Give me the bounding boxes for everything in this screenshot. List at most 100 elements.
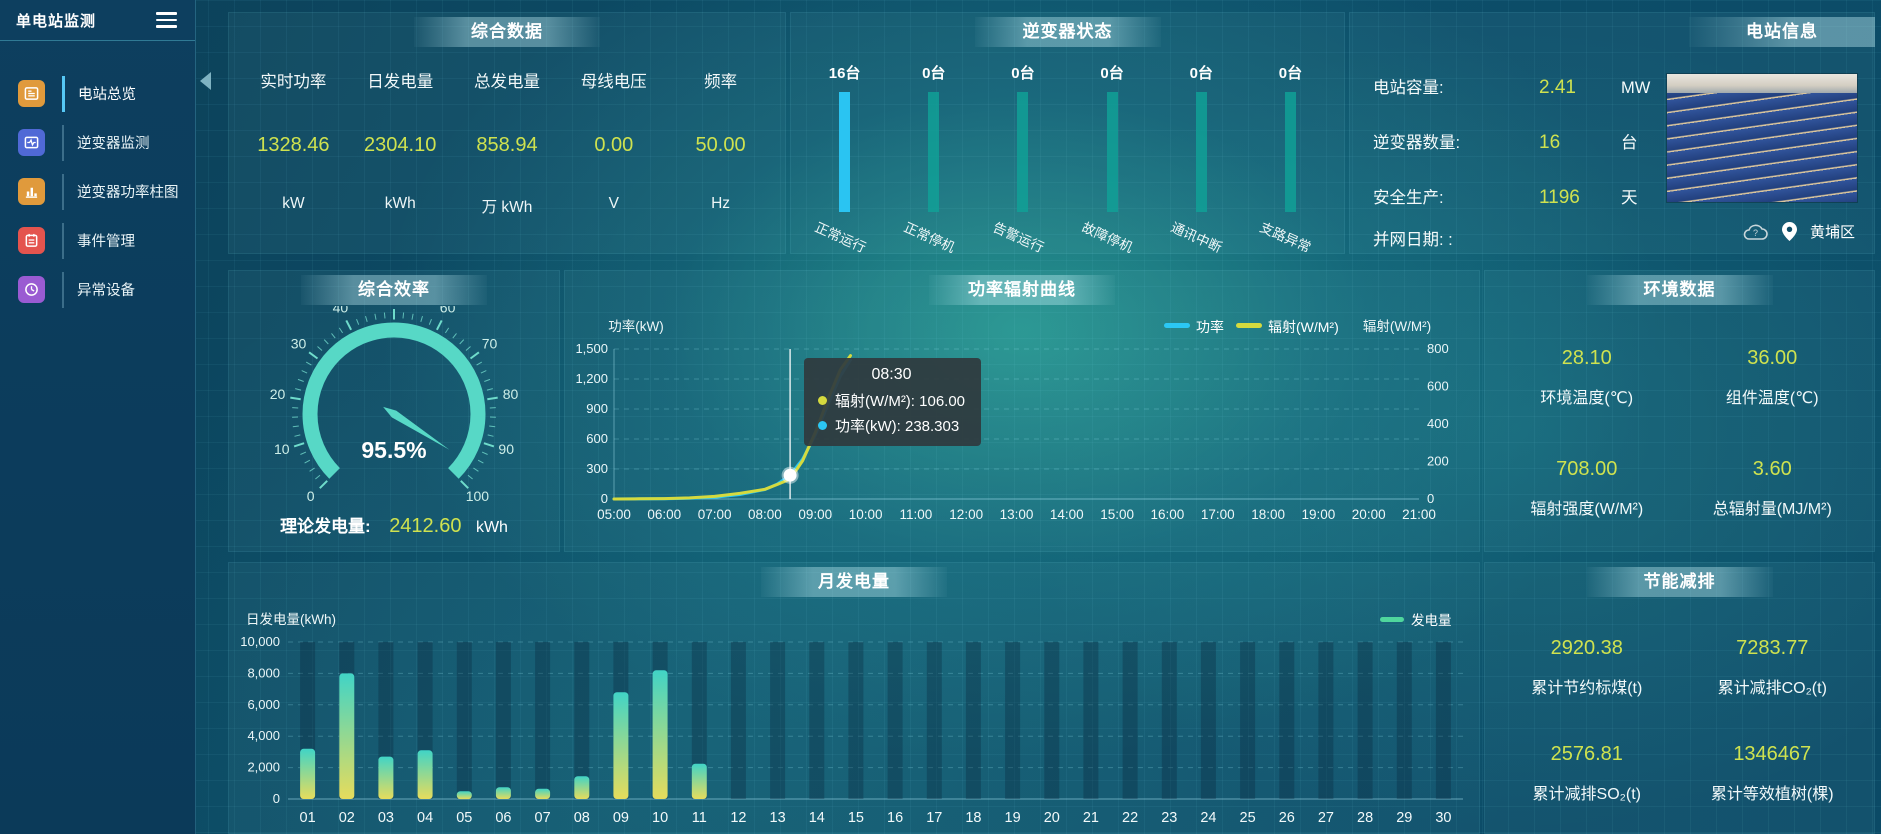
- sidebar-header: 单电站监测: [0, 0, 195, 41]
- inverter-status-item: 0台 故障停机: [1068, 52, 1157, 255]
- inverter-state-label: 告警运行: [990, 219, 1046, 256]
- environment-grid: 28.10 环境温度(℃) 36.00 组件温度(℃) 708.00 辐射强度(W/M²)…: [1494, 322, 1865, 544]
- sidebar-item-3[interactable]: 逆变器功率柱图: [0, 167, 195, 216]
- svg-text:09: 09: [613, 810, 629, 826]
- inverter-count: 0台: [922, 65, 946, 82]
- inverter-bar: [839, 92, 851, 212]
- panel-station-info-title: 电站信息: [1689, 17, 1875, 47]
- saving-cell-label: 累计减排SO₂(t): [1532, 785, 1641, 803]
- saving-cell-value: 1346467: [1733, 742, 1812, 765]
- sidebar-item-label: 电站总览: [78, 87, 136, 103]
- svg-text:08:00: 08:00: [748, 507, 782, 522]
- inverter-status-bars: 16台 正常运行 0台 正常停机 0台 告警运行 0台 故障停机 0台 通讯中断 0台 支路异常: [800, 52, 1335, 255]
- theory-generation-unit: kWh: [475, 519, 508, 536]
- sidebar-item-4[interactable]: 事件管理: [0, 216, 195, 265]
- station-info-label: 并网日期: :: [1373, 231, 1453, 249]
- svg-text:1,200: 1,200: [575, 371, 608, 386]
- saving-cell-label: 累计等效植树(棵): [1710, 785, 1834, 803]
- legend[interactable]: 功率 辐射(W/M²): [1164, 319, 1339, 335]
- panel-energy-saving: 节能减排 2920.38 累计节约标煤(t) 7283.77 累计减排CO₂(t) 25…: [1484, 562, 1875, 834]
- svg-text:12: 12: [730, 810, 746, 826]
- inverter-status-item: 0台 通讯中断: [1157, 52, 1246, 255]
- sidebar-item-divider: [62, 124, 64, 161]
- sidebar-item-label: 逆变器监测: [77, 136, 150, 152]
- svg-text:8,000: 8,000: [247, 665, 280, 680]
- inverter-status-item: 0台 正常停机: [889, 52, 978, 255]
- tooltip-series-dot: [818, 421, 827, 430]
- sidebar-item-5[interactable]: 异常设备: [0, 265, 195, 314]
- monthly-generation-bar-chart[interactable]: 0 2,000 4,000 6,000 8,000 10,000 日发电量(kWh) 01 02…: [228, 562, 1480, 834]
- power-radiation-line-chart[interactable]: 0 300 600 900 1,200 1,500 0 200 400 600 800 功率(kW) 辐…: [564, 270, 1480, 552]
- stat-value: 858.94: [476, 134, 538, 156]
- environment-cell-label: 总辐射量(MJ/M²): [1712, 501, 1832, 518]
- panel-station-info: 电站信息 电站容量: 2.41 MW 逆变器数量: 16 台安全生产: 1196 天并网日期:…: [1349, 12, 1875, 254]
- saving-cell-value: 7283.77: [1736, 636, 1809, 659]
- environment-cell: 3.60 总辐射量(MJ/M²): [1680, 433, 1866, 544]
- stat-label: 日发电量: [367, 73, 434, 91]
- panel-power-radiation-chart: 功率辐射曲线 0 300 600 900 1,200 1,500 0 200 400 600 800…: [564, 270, 1480, 552]
- svg-text:1,500: 1,500: [575, 341, 608, 356]
- svg-text:400: 400: [1427, 416, 1449, 431]
- panel-summary: 综合数据 实时功率 1328.46 kW 日发电量 2304.10 kWh 总发电量 858.…: [228, 12, 786, 254]
- abnormal-device-icon: [18, 276, 45, 303]
- bar-03: [378, 756, 394, 799]
- sidebar-item-1[interactable]: 电站总览: [0, 69, 195, 118]
- environment-cell: 28.10 环境温度(℃): [1494, 322, 1680, 433]
- svg-text:15: 15: [848, 810, 864, 826]
- svg-text:功率: 功率: [1196, 319, 1224, 335]
- svg-text:07: 07: [535, 810, 551, 826]
- sidebar-item-divider: [62, 271, 64, 308]
- svg-text:90: 90: [498, 441, 514, 457]
- sidebar-item-label: 逆变器功率柱图: [77, 185, 179, 201]
- right-axis-title: 辐射(W/M²): [1363, 319, 1431, 334]
- theory-generation-value: 2412.60: [389, 515, 462, 537]
- gauge-svg: 010203040506070809010095.5%: [270, 287, 519, 504]
- bar-axis-title: 日发电量(kWh): [246, 612, 336, 627]
- svg-text:06:00: 06:00: [647, 507, 681, 522]
- event-manage-icon: [18, 227, 45, 254]
- svg-text:40: 40: [333, 306, 349, 316]
- sidebar-item-divider: [62, 173, 64, 210]
- sidebar-collapse-arrow-icon[interactable]: [200, 72, 211, 90]
- environment-cell-value: 36.00: [1747, 347, 1798, 369]
- sidebar-menu: 电站总览逆变器监测逆变器功率柱图事件管理 异常设备: [0, 69, 195, 314]
- svg-text:?: ?: [1753, 228, 1758, 238]
- weather-cloud-icon[interactable]: ?: [1742, 222, 1769, 241]
- hamburger-menu-icon[interactable]: [156, 12, 177, 28]
- saving-cell: 1346467 累计等效植树(棵): [1680, 720, 1866, 826]
- svg-text:05:00: 05:00: [597, 507, 631, 522]
- svg-text:600: 600: [586, 431, 608, 446]
- svg-text:300: 300: [586, 461, 608, 476]
- inverter-bar: [1284, 92, 1296, 212]
- stat-unit: 万 kWh: [481, 199, 533, 216]
- station-info-value: 16: [1539, 132, 1561, 153]
- svg-text:26: 26: [1279, 810, 1295, 826]
- environment-cell: 36.00 组件温度(℃): [1680, 322, 1866, 433]
- saving-cell: 2920.38 累计节约标煤(t): [1494, 614, 1680, 720]
- station-info-label: 安全生产:: [1373, 189, 1444, 207]
- bar-10: [652, 670, 668, 799]
- panel-efficiency: 综合效率 010203040506070809010095.5% 理论发电量: …: [228, 270, 560, 552]
- summary-stat: 日发电量 2304.10 kWh: [347, 56, 454, 244]
- theory-generation-label: 理论发电量:: [280, 517, 371, 536]
- stat-value: 0.00: [594, 134, 634, 156]
- svg-text:11:00: 11:00: [900, 507, 933, 522]
- sidebar-item-2[interactable]: 逆变器监测: [0, 118, 195, 167]
- svg-text:08: 08: [574, 810, 590, 826]
- bar-legend[interactable]: 发电量: [1380, 613, 1452, 628]
- summary-stat: 实时功率 1328.46 kW: [240, 56, 347, 244]
- svg-text:23: 23: [1161, 810, 1177, 826]
- inverter-state-label: 正常运行: [812, 219, 868, 256]
- bar-08: [574, 776, 590, 799]
- sidebar: 单电站监测 电站总览逆变器监测逆变器功率柱图事件管理 异常设备: [0, 0, 196, 834]
- inverter-status-item: 16台 正常运行: [800, 52, 889, 255]
- stat-unit: kWh: [384, 195, 416, 212]
- location-pin-icon[interactable]: [1781, 222, 1797, 241]
- stat-unit: Hz: [711, 195, 731, 212]
- station-info-row: 安全生产: 1196 天: [1373, 184, 1638, 209]
- theory-generation-row: 理论发电量: 2412.60 kWh: [228, 512, 560, 538]
- panel-energy-saving-title: 节能减排: [1586, 567, 1773, 597]
- svg-text:10: 10: [274, 441, 290, 457]
- station-location: 黄埔区: [1809, 224, 1855, 241]
- summary-stat: 频率 50.00 Hz: [667, 56, 774, 244]
